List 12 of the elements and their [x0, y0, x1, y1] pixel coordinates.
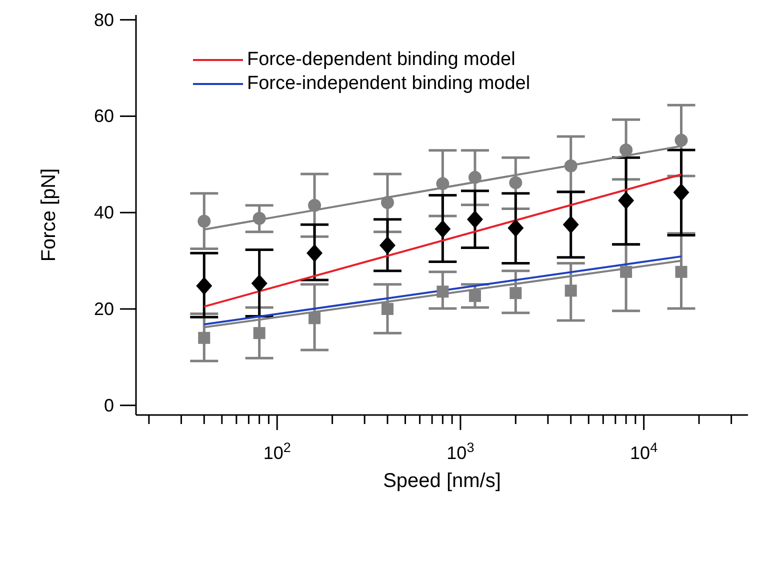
legend-label: Force-independent binding model [247, 73, 530, 95]
y-tick-label: 0 [104, 395, 114, 416]
legend-label: Force-dependent binding model [247, 49, 516, 71]
y-tick-label: 80 [94, 10, 114, 30]
x-tick-label: 10$^{4}$ [630, 440, 658, 463]
y-tick-label: 40 [94, 202, 114, 223]
x-axis-title: Speed [nm/s] [383, 470, 501, 492]
y-axis-title: Force [pN] [38, 168, 60, 262]
x-tick-label: 10$^{2}$ [263, 440, 291, 463]
x-tick-label: 10$^{3}$ [446, 440, 474, 463]
y-tick-label: 60 [94, 106, 114, 126]
y-tick-label: 20 [94, 298, 114, 319]
